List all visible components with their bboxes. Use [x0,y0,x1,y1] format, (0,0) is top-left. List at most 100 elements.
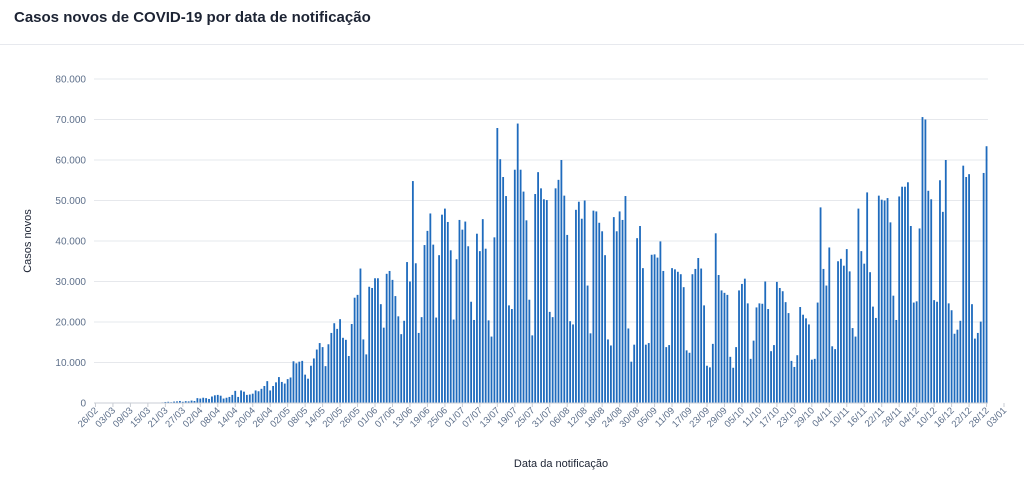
bar[interactable] [173,401,175,403]
bar[interactable] [458,219,461,403]
bar[interactable] [971,304,973,403]
bar[interactable] [251,393,254,403]
bar[interactable] [630,361,633,403]
bar[interactable] [394,296,397,403]
bar[interactable] [845,249,848,403]
bar[interactable] [336,328,339,403]
bar[interactable] [965,177,968,403]
bar[interactable] [665,347,668,403]
bar[interactable] [679,274,682,403]
bar[interactable] [196,398,199,403]
bar[interactable] [266,381,269,403]
bar[interactable] [933,300,936,403]
bar[interactable] [866,192,869,403]
bar[interactable] [464,221,467,403]
bar[interactable] [662,270,665,403]
bar[interactable] [656,257,659,403]
bar[interactable] [409,281,411,404]
bar[interactable] [467,246,470,403]
bar[interactable] [563,195,566,403]
bar[interactable] [400,334,403,403]
bar[interactable] [825,285,828,403]
bar[interactable] [915,301,918,403]
bar[interactable] [741,283,743,403]
bar[interactable] [706,365,708,403]
bar[interactable] [982,172,985,403]
bar[interactable] [639,226,641,403]
bar[interactable] [493,237,496,403]
bar[interactable] [775,281,778,403]
bar[interactable] [528,299,531,403]
bar[interactable] [298,361,301,403]
bar[interactable] [877,195,880,403]
bar[interactable] [968,174,970,403]
bar[interactable] [816,302,819,403]
bar[interactable] [752,340,755,403]
bar[interactable] [627,328,630,403]
bar[interactable] [674,269,676,403]
bar[interactable] [461,229,464,403]
bar[interactable] [790,360,793,403]
bar[interactable] [767,309,770,403]
bar[interactable] [589,333,592,403]
bar[interactable] [368,286,371,403]
bar[interactable] [805,318,807,403]
bar[interactable] [531,335,534,403]
bar[interactable] [441,214,443,403]
bar[interactable] [283,383,286,403]
bar[interactable] [240,390,242,403]
bar[interactable] [417,332,420,403]
bar[interactable] [761,303,764,403]
bar[interactable] [976,332,979,403]
bar[interactable] [286,379,289,403]
bar[interactable] [513,169,516,403]
bar[interactable] [193,400,196,403]
bar[interactable] [438,255,440,403]
bar[interactable] [505,196,507,403]
bar[interactable] [979,321,982,403]
bar[interactable] [904,186,906,403]
bar[interactable] [746,303,749,403]
bar[interactable] [609,345,612,403]
bar[interactable] [347,356,350,403]
bar[interactable] [487,320,490,403]
bar[interactable] [883,200,886,404]
bar[interactable] [272,385,274,403]
bar[interactable] [778,287,781,403]
bar[interactable] [278,377,280,403]
bar[interactable] [481,219,484,403]
bar[interactable] [225,397,228,403]
bar[interactable] [633,344,636,403]
bar[interactable] [330,332,333,403]
bar[interactable] [353,297,356,403]
bar[interactable] [694,268,697,403]
bar[interactable] [577,201,580,403]
bar[interactable] [496,128,499,403]
bar[interactable] [301,360,304,403]
bar[interactable] [857,208,860,403]
bar[interactable] [598,222,601,403]
bar[interactable] [956,329,959,403]
bar[interactable] [181,401,184,403]
bar[interactable] [936,301,938,403]
bar[interactable] [534,194,537,403]
bar[interactable] [601,231,604,403]
bar[interactable] [371,287,374,403]
bar[interactable] [248,394,251,404]
bar[interactable] [213,395,216,403]
bar[interactable] [840,258,842,403]
bar[interactable] [653,254,656,403]
bar[interactable] [700,268,703,403]
bar[interactable] [237,396,240,403]
bar[interactable] [907,182,909,403]
bar[interactable] [723,292,726,403]
bar[interactable] [642,268,644,403]
bar[interactable] [659,241,662,403]
bar[interactable] [586,285,589,403]
bar[interactable] [717,275,720,403]
bar[interactable] [895,319,898,403]
bar[interactable] [618,211,621,403]
bar[interactable] [187,401,190,403]
bar[interactable] [540,188,542,403]
bar[interactable] [216,394,219,403]
